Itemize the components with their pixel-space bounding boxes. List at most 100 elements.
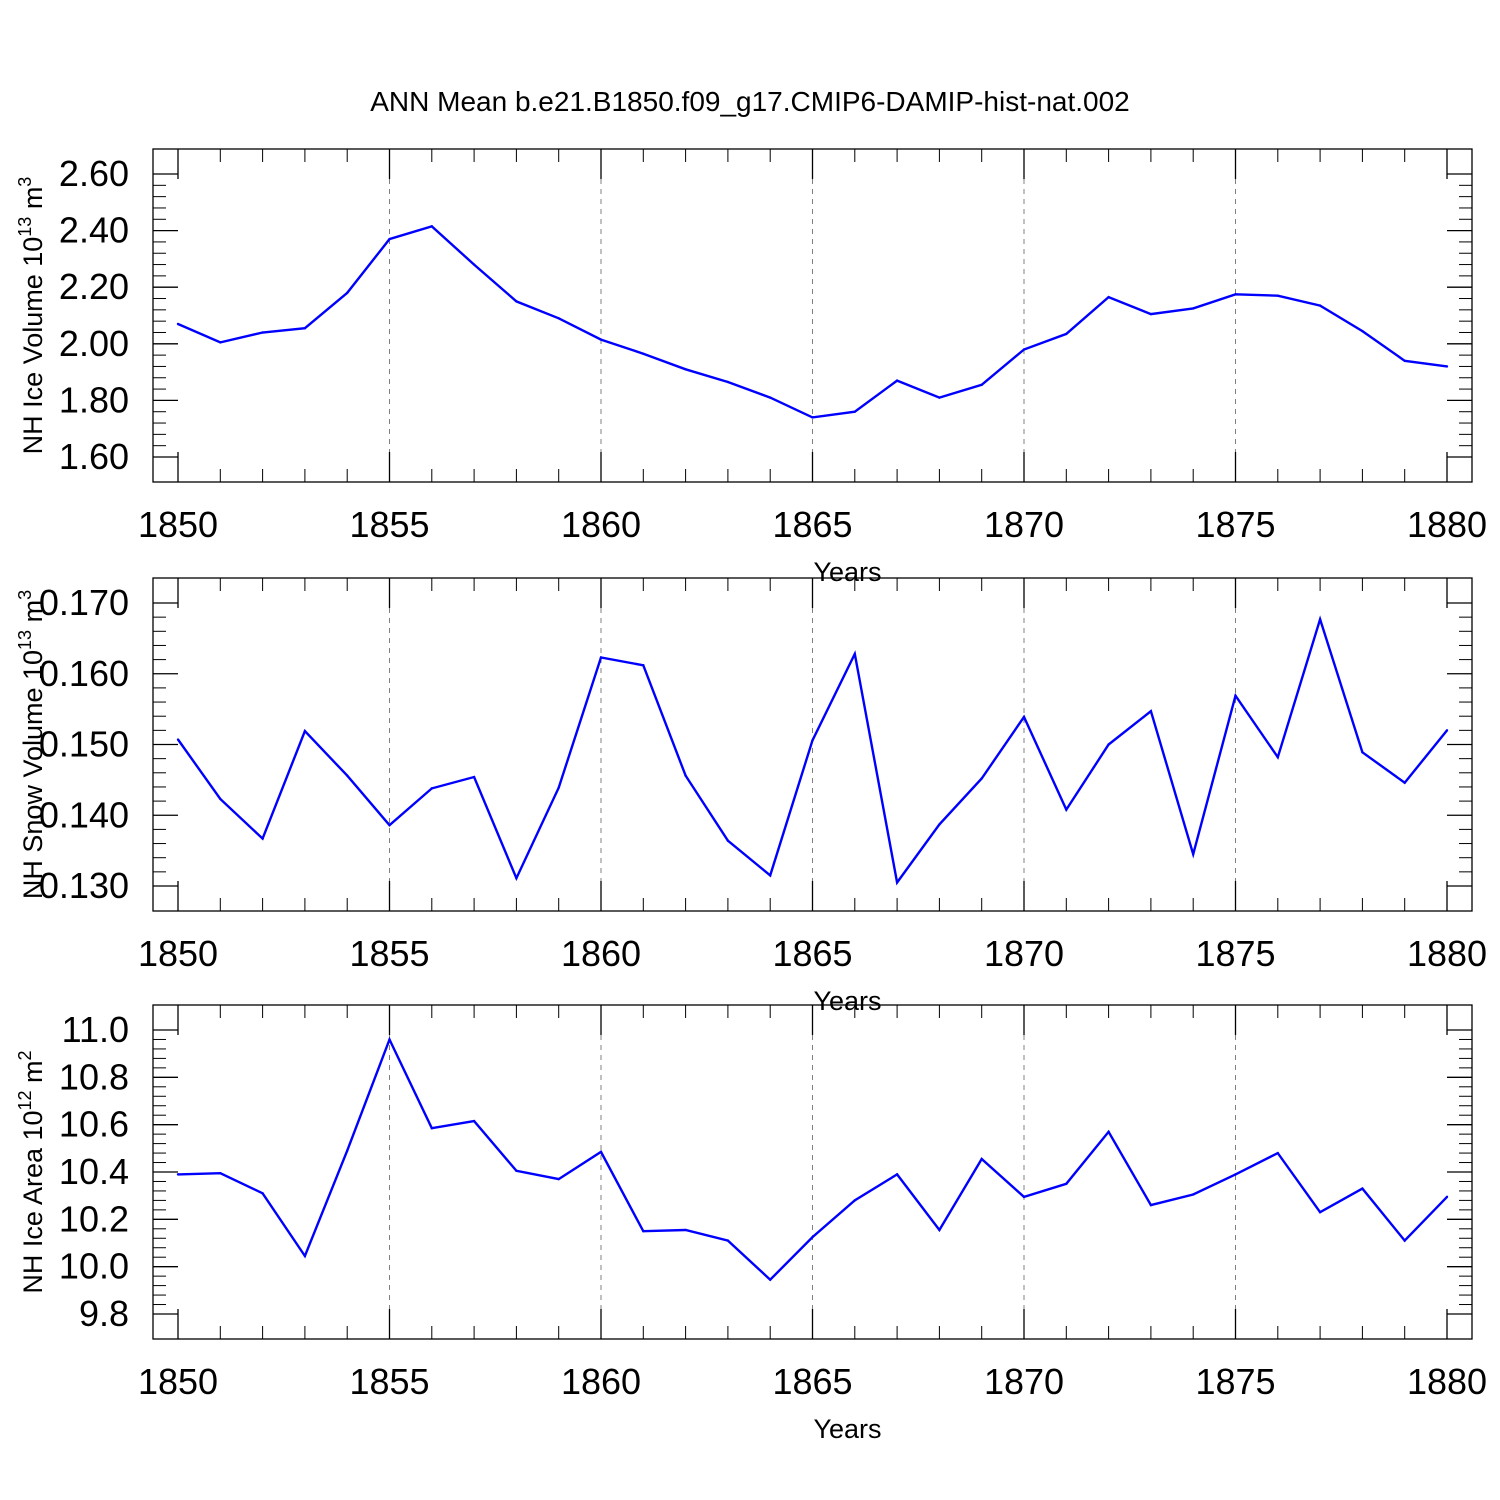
- y-tick-label: 9.8: [79, 1293, 129, 1334]
- data-point: [1403, 1239, 1406, 1242]
- data-point: [642, 664, 645, 667]
- x-tick-label: 1850: [138, 504, 218, 545]
- x-tick-label: 1870: [984, 504, 1064, 545]
- y-tick-label: 2.00: [59, 323, 129, 364]
- data-point: [261, 1192, 264, 1195]
- data-point: [430, 225, 433, 228]
- data-point: [1403, 359, 1406, 362]
- data-point: [1318, 1211, 1322, 1214]
- data-point: [515, 1169, 518, 1173]
- data-point: [642, 352, 645, 355]
- x-tick-label: 1875: [1195, 504, 1275, 545]
- x-tick-label: 1875: [1195, 1361, 1275, 1402]
- data-point: [895, 379, 899, 382]
- data-point: [1403, 781, 1406, 784]
- data-point: [1318, 304, 1322, 307]
- x-tick-label: 1870: [984, 933, 1064, 974]
- data-point: [1361, 329, 1364, 333]
- y-tick-label: 11.0: [62, 1009, 129, 1050]
- data-point: [599, 338, 603, 341]
- data-point: [1192, 852, 1195, 856]
- data-point: [811, 739, 814, 742]
- y-tick-label: 10.0: [59, 1246, 129, 1287]
- data-point: [1445, 365, 1449, 368]
- data-point: [1192, 1193, 1195, 1196]
- data-point: [303, 327, 307, 330]
- y-tick-label: 0.160: [39, 653, 129, 694]
- data-point: [1065, 808, 1068, 811]
- data-point: [1149, 312, 1153, 316]
- data-point: [1361, 751, 1364, 754]
- data-point: [346, 774, 349, 777]
- data-point: [1234, 293, 1237, 296]
- data-point: [980, 777, 983, 780]
- data-point: [1276, 294, 1280, 297]
- x-tick-label: 1860: [561, 1361, 641, 1402]
- y-tick-label: 10.4: [59, 1151, 129, 1192]
- x-tick-label: 1855: [349, 1361, 429, 1402]
- data-point: [980, 1157, 983, 1161]
- data-point: [557, 786, 560, 789]
- data-point: [472, 1119, 476, 1123]
- y-tick-label: 2.40: [59, 210, 129, 251]
- data-point: [853, 1199, 856, 1202]
- data-point: [388, 1038, 391, 1041]
- x-tick-label: 1860: [561, 933, 641, 974]
- x-tick-label: 1850: [138, 933, 218, 974]
- data-point: [472, 263, 476, 266]
- data-point: [1149, 1203, 1153, 1207]
- y-tick-label: 2.60: [59, 153, 129, 194]
- data-point: [388, 823, 391, 827]
- data-point: [472, 775, 476, 779]
- data-point: [769, 1278, 772, 1281]
- x-tick-label: 1860: [561, 504, 641, 545]
- data-point: [176, 738, 180, 741]
- data-point: [1149, 710, 1153, 713]
- data-point: [303, 729, 307, 733]
- data-point: [430, 1127, 433, 1130]
- data-point: [642, 1229, 645, 1233]
- y-tick-label: 0.140: [39, 794, 129, 835]
- data-point: [726, 839, 730, 842]
- data-point: [769, 396, 772, 399]
- data-point: [176, 1173, 180, 1176]
- y-tick-label: 2.20: [59, 266, 129, 307]
- data-point: [388, 237, 391, 241]
- data-point: [1445, 729, 1449, 732]
- x-tick-label: 1880: [1407, 933, 1487, 974]
- data-point: [1234, 694, 1237, 697]
- data-point: [219, 1171, 222, 1175]
- x-axis-title: Years: [813, 557, 881, 587]
- y-axis-title: NH Ice Area 1012 m2: [15, 1050, 48, 1293]
- data-point: [515, 300, 518, 303]
- data-point: [938, 823, 941, 826]
- y-tick-label: 1.60: [59, 436, 129, 477]
- data-point: [1192, 307, 1195, 310]
- data-point: [1107, 743, 1110, 746]
- data-point: [261, 331, 264, 334]
- data-point: [219, 341, 222, 344]
- data-point: [1276, 756, 1280, 759]
- data-point: [219, 797, 222, 801]
- data-point: [895, 881, 899, 884]
- data-point: [895, 1173, 899, 1176]
- data-point: [430, 787, 433, 790]
- data-point: [557, 1177, 560, 1181]
- y-tick-label: 10.2: [59, 1198, 129, 1239]
- x-tick-label: 1880: [1407, 1361, 1487, 1402]
- data-point: [176, 322, 180, 326]
- data-point: [684, 1228, 687, 1232]
- x-axis-title: Years: [813, 1414, 881, 1444]
- data-point: [1065, 332, 1068, 336]
- x-tick-label: 1870: [984, 1361, 1064, 1402]
- data-point: [938, 1228, 941, 1232]
- y-axis-title: NH Ice Volume 1013 m3: [15, 177, 48, 455]
- data-point: [980, 383, 983, 387]
- data-point: [1445, 1195, 1449, 1199]
- data-point: [1276, 1151, 1280, 1155]
- x-tick-label: 1855: [349, 504, 429, 545]
- data-point: [1022, 715, 1026, 719]
- data-point: [261, 837, 264, 840]
- panel-1: 1850 1855 1860 1865 1870 1875 1880 1.60 1.80 2.00…: [15, 148, 1487, 587]
